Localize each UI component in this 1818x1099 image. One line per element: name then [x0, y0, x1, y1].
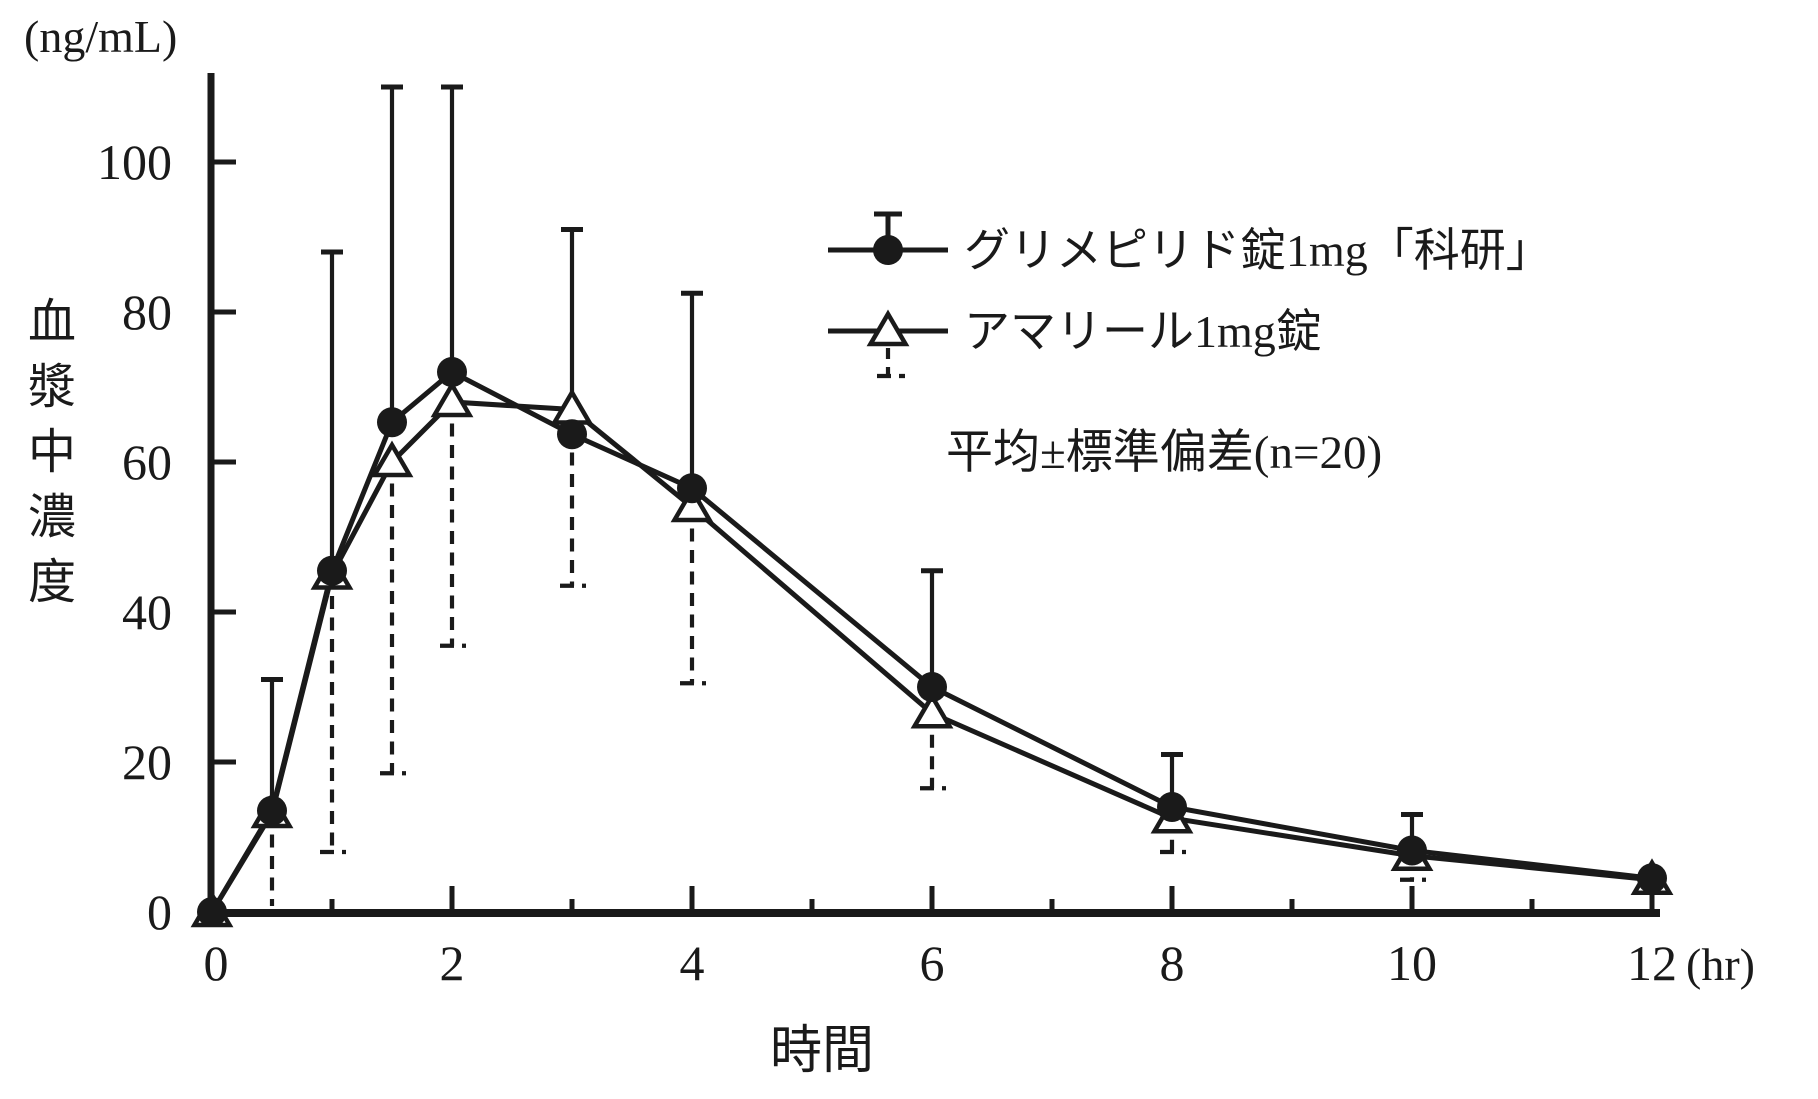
x-tick-label: 0: [204, 935, 229, 991]
x-tick-label: 8: [1160, 935, 1185, 991]
y-tick-label: 20: [122, 734, 172, 790]
x-axis-unit-label: (hr): [1686, 939, 1755, 990]
data-point-open-triangle: [430, 380, 474, 418]
x-tick-label: 4: [680, 935, 705, 991]
data-point-filled-circle: [377, 407, 407, 438]
data-point-open-triangle: [910, 691, 954, 729]
y-axis-title-char: 濃: [28, 491, 76, 544]
legend-mean-sd-note: 平均±標準偏差(n=20): [946, 427, 1382, 479]
x-tick-label: 12: [1627, 935, 1677, 991]
data-point-filled-circle: [197, 897, 227, 927]
y-axis-title-char: 漿: [28, 361, 76, 414]
legend-series1-glyph: [828, 211, 948, 265]
data-point-filled-circle: [1637, 863, 1667, 894]
y-tick-label: 40: [122, 584, 172, 640]
data-point-filled-circle: [557, 419, 587, 450]
data-point-open-triangle: [670, 485, 714, 523]
plot-area: 0 20 40 60 80 100 0 2 4 6 8 10 12: [97, 73, 1677, 991]
legend-series1-label: グリメピリド錠1mg「科研」: [964, 225, 1552, 276]
data-point-filled-circle: [1397, 835, 1427, 866]
legend-filled-circle-marker: [873, 235, 903, 265]
y-axis-title: 血 漿 中 濃 度: [28, 296, 76, 609]
x-tick-label: 10: [1387, 935, 1437, 991]
legend-series2-label: アマリール1mg錠: [964, 306, 1322, 357]
y-axis-unit-label: (ng/mL): [24, 11, 177, 62]
x-axis-title: 時間: [770, 1023, 874, 1080]
data-point-filled-circle: [257, 795, 287, 826]
x-tick-label: 2: [440, 935, 465, 991]
data-point-open-triangle: [370, 440, 414, 478]
legend: グリメピリド錠1mg「科研」 アマリール1mg錠 平均±標準偏差(n=20): [828, 211, 1552, 479]
data-point-filled-circle: [1157, 792, 1187, 822]
data-point-filled-circle: [677, 473, 707, 504]
x-tick-label: 6: [920, 935, 945, 991]
y-axis-title-char: 中: [28, 426, 76, 479]
legend-series2-glyph: [828, 309, 948, 379]
y-axis-title-char: 度: [28, 556, 76, 609]
y-axis-title-char: 血: [28, 296, 76, 349]
data-point-filled-circle: [437, 357, 467, 387]
legend-open-triangle-marker: [866, 309, 910, 347]
y-tick-label: 80: [122, 284, 172, 340]
y-tick-label: 100: [97, 134, 172, 190]
y-tick-label: 0: [147, 884, 172, 940]
data-point-filled-circle: [317, 555, 347, 586]
data-point-filled-circle: [917, 672, 947, 702]
y-tick-label: 60: [122, 434, 172, 490]
